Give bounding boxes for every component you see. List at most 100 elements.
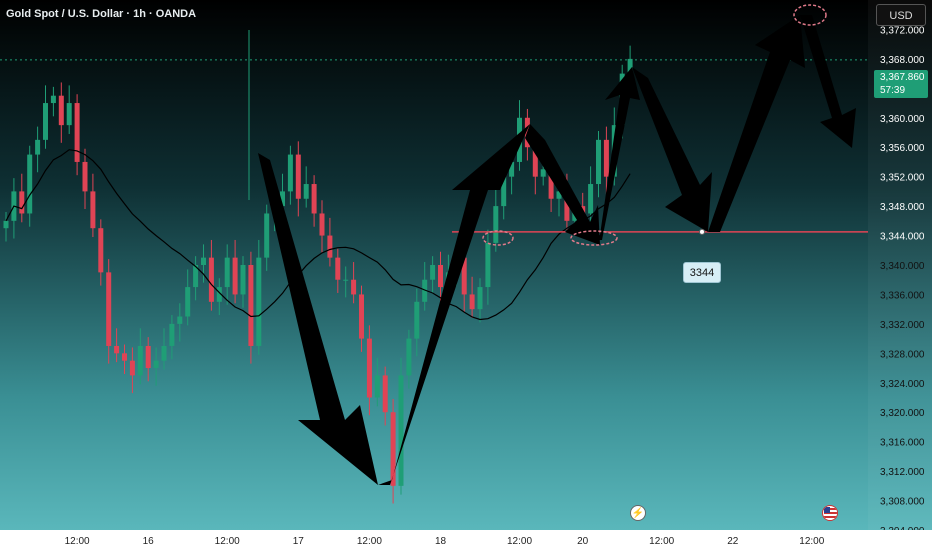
- candle-body[interactable]: [548, 169, 554, 199]
- candle-body[interactable]: [216, 287, 222, 302]
- candle-body[interactable]: [603, 139, 609, 177]
- candle-body[interactable]: [58, 95, 64, 126]
- candle-body[interactable]: [422, 279, 428, 302]
- candle-body[interactable]: [382, 375, 388, 413]
- candle-body[interactable]: [43, 103, 48, 140]
- candle-body[interactable]: [335, 257, 341, 280]
- candle-body[interactable]: [556, 191, 562, 199]
- candle-body[interactable]: [114, 345, 120, 354]
- level-anchor-dot[interactable]: [699, 228, 705, 235]
- candle-body[interactable]: [343, 279, 349, 281]
- candle-body[interactable]: [351, 279, 357, 295]
- projection-arrow: [525, 124, 600, 245]
- candle-body[interactable]: [327, 235, 333, 258]
- lightning-event-icon[interactable]: ⚡: [630, 505, 646, 521]
- symbol-title[interactable]: Gold Spot / U.S. Dollar · 1h · OANDA: [6, 8, 197, 20]
- candle-body[interactable]: [129, 360, 135, 376]
- candle-body[interactable]: [311, 184, 317, 214]
- candle-body[interactable]: [208, 257, 214, 302]
- candle-body[interactable]: [374, 375, 380, 398]
- candle-body[interactable]: [295, 154, 301, 199]
- projection-arrow: [632, 67, 712, 232]
- bar-countdown: 57:39: [880, 85, 906, 96]
- candle-body[interactable]: [82, 161, 88, 192]
- projection-arrow: [378, 124, 530, 485]
- candle-body[interactable]: [319, 213, 325, 236]
- y-tick-label: 3,316.000: [880, 438, 925, 449]
- candle-body[interactable]: [50, 95, 56, 104]
- candle-body[interactable]: [485, 242, 491, 288]
- candle-body[interactable]: [27, 154, 33, 214]
- y-tick-label: 3,352.000: [880, 173, 925, 184]
- candle-body[interactable]: [414, 301, 420, 339]
- time-axis[interactable]: 12:00 16 12:00 17 12:00 18 12:00 20 12:00 22 12:00: [0, 530, 932, 550]
- candle-body[interactable]: [232, 257, 238, 295]
- candle-body[interactable]: [106, 272, 112, 346]
- candle-body[interactable]: [169, 323, 175, 346]
- candle-body[interactable]: [35, 139, 41, 155]
- candle-body[interactable]: [98, 228, 104, 273]
- x-tick-label: 12:00: [357, 536, 382, 547]
- candle-body[interactable]: [19, 191, 25, 214]
- x-tick-label: 12:00: [215, 536, 240, 547]
- candle-body[interactable]: [256, 257, 262, 346]
- candle-body[interactable]: [74, 103, 80, 162]
- time-axis-panel: [0, 530, 932, 550]
- candle-body[interactable]: [66, 103, 72, 126]
- x-tick-label: 16: [143, 536, 155, 547]
- candle-body[interactable]: [493, 206, 499, 243]
- candle-body[interactable]: [287, 154, 293, 192]
- candle-body[interactable]: [122, 353, 127, 361]
- candle-body[interactable]: [564, 191, 570, 221]
- candle-body[interactable]: [264, 213, 270, 258]
- candle-body[interactable]: [406, 338, 412, 376]
- y-tick-label: 3,308.000: [880, 497, 925, 508]
- candle-body[interactable]: [430, 265, 436, 280]
- candle-body[interactable]: [532, 147, 538, 177]
- candle-body[interactable]: [240, 265, 246, 295]
- currency-button[interactable]: USD: [876, 4, 926, 26]
- x-tick-label: 22: [727, 536, 739, 547]
- y-tick-label: 3,356.000: [880, 143, 925, 154]
- y-tick-label: 3,368.000: [880, 55, 925, 66]
- candle-body[interactable]: [145, 345, 151, 369]
- candle-body[interactable]: [366, 338, 372, 398]
- candle-body[interactable]: [303, 184, 309, 199]
- projection-arrow: [590, 67, 640, 240]
- candle-body[interactable]: [398, 375, 404, 486]
- candle-body[interactable]: [461, 257, 467, 295]
- candle-body[interactable]: [177, 316, 183, 324]
- candle-body[interactable]: [224, 257, 230, 288]
- x-tick-label: 20: [577, 536, 589, 547]
- y-tick-label: 3,372.000: [880, 25, 925, 36]
- candle-body[interactable]: [469, 294, 475, 310]
- candle-body[interactable]: [438, 265, 443, 288]
- candle-body[interactable]: [509, 161, 515, 177]
- candle-body[interactable]: [540, 169, 546, 177]
- candle-body[interactable]: [201, 257, 206, 265]
- candle-body[interactable]: [3, 220, 9, 229]
- candle-body[interactable]: [596, 139, 601, 185]
- candle-body[interactable]: [248, 265, 254, 346]
- moving-average-line: [5, 149, 631, 321]
- candle-body[interactable]: [359, 294, 364, 339]
- candle-body[interactable]: [477, 287, 483, 310]
- candle-body[interactable]: [501, 176, 507, 207]
- candle-body[interactable]: [280, 191, 285, 207]
- candle-body[interactable]: [588, 184, 594, 214]
- projection-arrow: [800, 15, 856, 148]
- candle-body[interactable]: [185, 287, 191, 317]
- candle-body[interactable]: [193, 265, 199, 288]
- projection-arrows: [258, 15, 856, 485]
- candle-body[interactable]: [137, 345, 143, 376]
- candle-body[interactable]: [90, 191, 96, 229]
- highlight-ellipse: [482, 230, 514, 246]
- level-annotation-label[interactable]: 3344: [683, 262, 721, 283]
- candle-body[interactable]: [390, 412, 396, 486]
- candle-body[interactable]: [153, 360, 159, 369]
- us-flag-event-icon[interactable]: [822, 505, 838, 521]
- candle-body[interactable]: [627, 58, 633, 74]
- candle-body[interactable]: [161, 345, 167, 361]
- y-tick-label: 3,328.000: [880, 349, 925, 360]
